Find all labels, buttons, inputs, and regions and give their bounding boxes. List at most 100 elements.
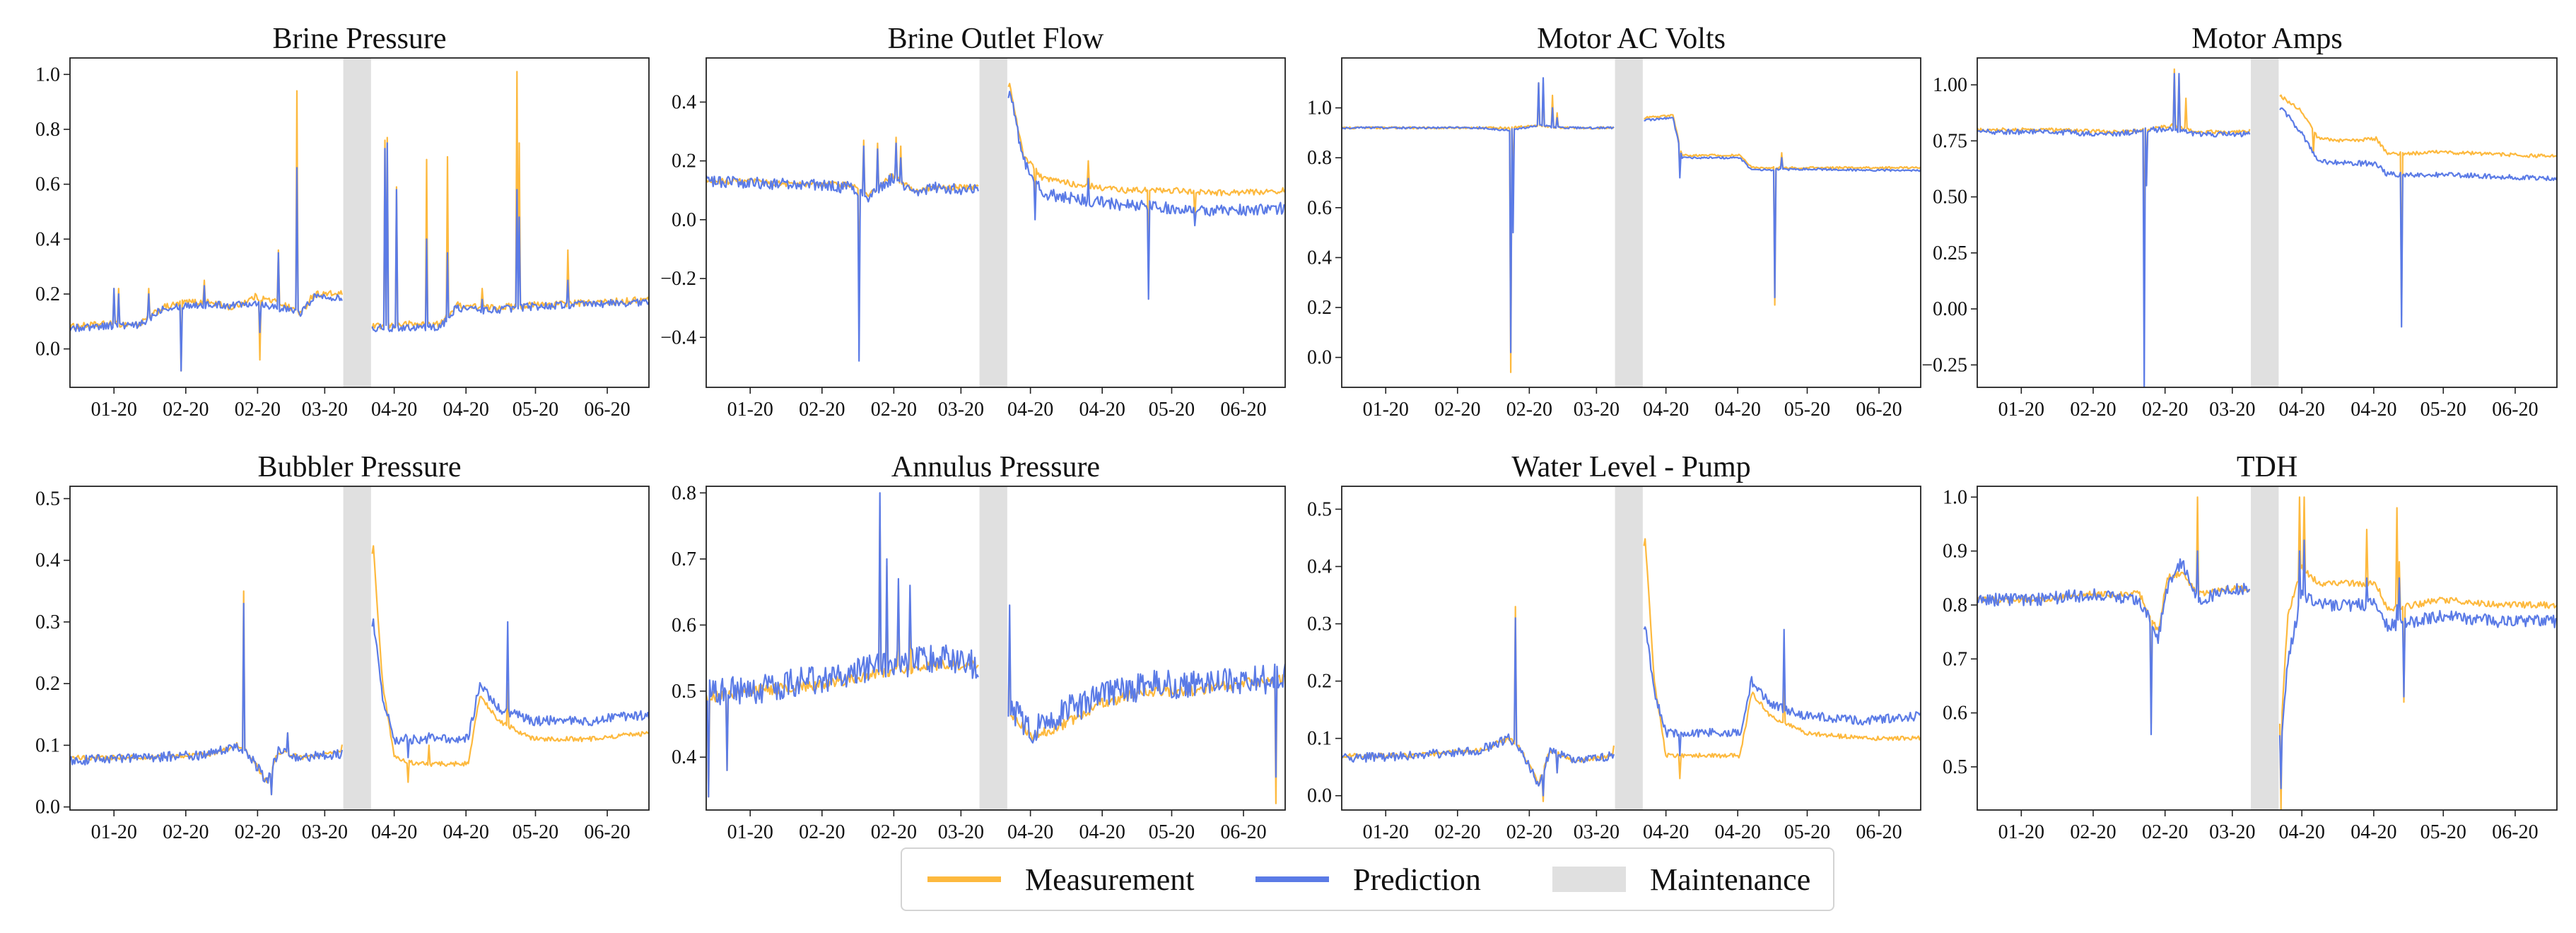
x-tick-label: 03-20 (1574, 399, 1620, 421)
subplot-tdh: TDH 0.5 0.6 0.7 0.8 0.9 1.0 01-20 02-20 02-20 03-2… (1943, 451, 2558, 843)
x-tick-label: 02-20 (235, 821, 281, 843)
x-tick-label: 02-20 (871, 821, 917, 843)
x-tick-label: 06-20 (1220, 399, 1266, 421)
x-tick-label: 02-20 (2142, 821, 2188, 843)
y-tick-label: −0.25 (1921, 354, 1967, 376)
y-tick-label: 0.7 (1943, 648, 1967, 670)
x-tick-label: 06-20 (584, 821, 630, 843)
plot-area-motor-amps (1977, 68, 2557, 387)
y-tick-label: 0.2 (1307, 671, 1332, 693)
x-tick-label: 04-20 (2279, 821, 2325, 843)
y-tick-label: 0.0 (35, 797, 60, 818)
prediction-line (706, 90, 1285, 362)
x-tick-label: 01-20 (1998, 821, 2044, 843)
subplot-title: Brine Outlet Flow (888, 23, 1104, 55)
y-tick-label: 0.4 (672, 746, 696, 768)
legend-swatch-maintenance (1552, 867, 1626, 892)
y-tick-label: 0.6 (672, 614, 696, 636)
x-tick-label: 02-20 (163, 821, 209, 843)
x-tick-label: 01-20 (727, 399, 773, 421)
prediction-line (70, 142, 649, 372)
x-tick-label: 04-20 (1079, 399, 1125, 421)
y-tick-label: −0.2 (660, 268, 696, 290)
maintenance-band (979, 58, 1007, 387)
y-tick-label: 0.50 (1933, 187, 1967, 209)
maintenance-band (1615, 58, 1643, 387)
y-tick-label: 0.6 (35, 174, 60, 196)
x-tick-label: 06-20 (2492, 821, 2538, 843)
legend-item-prediction: Prediction (1255, 849, 1481, 910)
x-tick-label: 03-20 (302, 821, 348, 843)
subplot-title: TDH (2237, 451, 2297, 483)
x-tick-label: 03-20 (1574, 821, 1620, 843)
y-tick-label: 1.00 (1933, 74, 1967, 96)
subplot-annulus-pressure: Annulus Pressure 0.4 0.5 0.6 0.7 0.8 01-20 02-2… (672, 451, 1286, 843)
subplot-title: Water Level - Pump (1511, 451, 1750, 483)
y-tick-label: 0.5 (1943, 756, 1967, 778)
x-tick-label: 04-20 (1079, 821, 1125, 843)
x-tick-label: 04-20 (1643, 821, 1689, 843)
subplot-brine-pressure: Brine Pressure 0.0 0.2 0.4 0.6 0.8 1.0 01-20 02-… (35, 23, 650, 421)
x-tick-label: 03-20 (2209, 399, 2255, 421)
legend-label-measurement: Measurement (1025, 862, 1195, 897)
x-tick-label: 02-20 (2070, 399, 2116, 421)
y-tick-label: 0.0 (1307, 347, 1332, 369)
x-tick-label: 02-20 (1506, 399, 1552, 421)
y-tick-label: 0.7 (672, 548, 696, 570)
maintenance-band (1615, 486, 1643, 810)
x-tick-label: 01-20 (1363, 399, 1409, 421)
x-tick-label: 03-20 (938, 399, 984, 421)
x-tick-label: 04-20 (1643, 399, 1689, 421)
x-tick-label: 02-20 (2070, 821, 2116, 843)
y-tick-label: 0.9 (1943, 541, 1967, 563)
x-tick-label: 05-20 (1149, 399, 1195, 421)
x-tick-label: 06-20 (2492, 399, 2538, 421)
x-tick-label: 01-20 (1363, 821, 1409, 843)
x-tick-label: 02-20 (2142, 399, 2188, 421)
x-tick-label: 04-20 (1007, 399, 1053, 421)
y-tick-label: 0.1 (35, 734, 60, 756)
axes-frame (69, 57, 650, 388)
subplot-water-level-pump: Water Level - Pump 0.0 0.1 0.2 0.3 0.4 0.5 01-2… (1307, 451, 1921, 843)
y-tick-label: 1.0 (35, 64, 60, 86)
axes-frame (1977, 57, 2558, 388)
y-tick-label: 0.0 (1307, 785, 1332, 807)
plot-area-brine-pressure (70, 71, 649, 372)
x-tick-label: 04-20 (1007, 821, 1053, 843)
maintenance-band (343, 58, 371, 387)
subplot-title: Annulus Pressure (891, 451, 1100, 483)
y-tick-label: 0.4 (672, 91, 696, 113)
y-tick-label: 0.25 (1933, 242, 1967, 264)
y-tick-label: 0.6 (1943, 703, 1967, 724)
x-tick-label: 05-20 (1784, 821, 1830, 843)
y-tick-label: −0.4 (660, 327, 696, 348)
y-tick-label: 0.8 (35, 119, 60, 141)
prediction-line (1977, 539, 2557, 790)
x-tick-label: 06-20 (584, 399, 630, 421)
axes-frame (1977, 486, 2558, 811)
y-tick-label: 0.6 (1307, 197, 1332, 219)
axes-frame (706, 486, 1286, 811)
subplot-title: Motor AC Volts (1537, 23, 1726, 55)
x-tick-label: 04-20 (443, 399, 489, 421)
x-tick-label: 04-20 (1715, 399, 1761, 421)
y-tick-label: 0.5 (1307, 498, 1332, 520)
y-tick-label: 0.4 (35, 228, 60, 250)
x-tick-label: 01-20 (727, 821, 773, 843)
y-tick-label: 0.5 (35, 488, 60, 510)
x-tick-label: 06-20 (1856, 399, 1902, 421)
plot-area-bubbler-pressure (70, 545, 649, 796)
x-tick-label: 04-20 (443, 821, 489, 843)
x-tick-label: 05-20 (1784, 399, 1830, 421)
x-tick-label: 04-20 (371, 821, 417, 843)
prediction-line (1977, 73, 2557, 387)
plot-area-annulus-pressure (706, 492, 1285, 804)
y-tick-label: 0.1 (1307, 728, 1332, 750)
x-tick-label: 06-20 (1856, 821, 1902, 843)
y-tick-label: 1.0 (1307, 98, 1332, 119)
maintenance-band (2251, 58, 2279, 387)
plot-area-motor-ac-volts (1342, 77, 1921, 373)
x-tick-label: 06-20 (1220, 821, 1266, 843)
x-tick-label: 03-20 (938, 821, 984, 843)
